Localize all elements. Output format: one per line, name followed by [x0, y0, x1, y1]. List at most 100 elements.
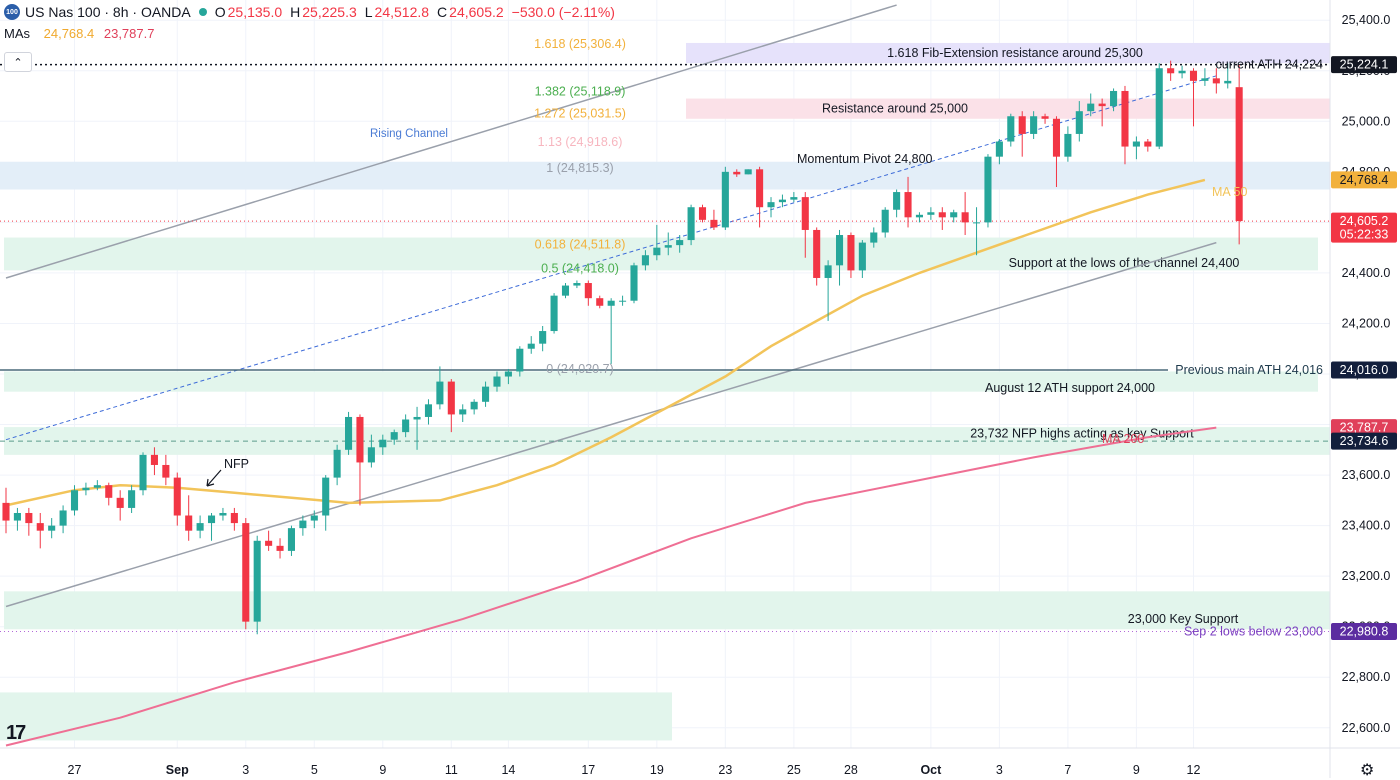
candle-body — [1087, 103, 1095, 112]
zone-4 — [4, 371, 1318, 392]
annotation-ma200: MA 200 — [1102, 432, 1144, 446]
time-tick-label: 25 — [787, 763, 801, 777]
candle-body — [596, 298, 604, 306]
zone-7 — [0, 692, 672, 741]
candle-body — [1064, 133, 1072, 157]
price-tick-label: 25,000.0 — [1342, 114, 1391, 128]
candle-body — [653, 247, 661, 256]
time-tick-label: 23 — [718, 763, 732, 777]
candle-body — [607, 300, 615, 306]
candle-body — [915, 214, 923, 218]
tradingview-logo-icon[interactable]: 17 — [6, 722, 26, 744]
time-tick-label: Sep — [166, 763, 189, 777]
candle-body — [1007, 116, 1015, 142]
zone-label-fib-ext: 1.618 Fib-Extension resistance around 25… — [887, 46, 1143, 60]
collapse-legend-button[interactable]: ⌃ — [4, 52, 32, 72]
candle-body — [676, 240, 684, 246]
candle-body — [641, 255, 649, 266]
candle-body — [1201, 78, 1209, 81]
ma200-line — [5, 426, 1217, 747]
chevron-up-icon: ⌃ — [13, 56, 23, 69]
fib-label-4: 1 (24,815.3) — [546, 161, 613, 175]
fib-label-5: 0.618 (24,511.8) — [535, 238, 626, 252]
candle-body — [185, 515, 193, 531]
zone-3 — [4, 237, 1318, 271]
candle-body — [1155, 68, 1163, 147]
candle-body — [801, 197, 809, 230]
channel-lower-line — [5, 241, 1217, 608]
settings-gear-icon[interactable]: ⚙ — [1360, 762, 1375, 779]
time-tick-label: 7 — [1064, 763, 1071, 777]
time-tick-label: 9 — [1133, 763, 1140, 777]
candle-body — [858, 242, 866, 271]
candle-body — [48, 525, 56, 531]
price-tag-0 — [1331, 56, 1397, 74]
price-tag-4 — [1331, 419, 1397, 437]
time-tick-label: 14 — [501, 763, 515, 777]
price-tick-label: 22,600.0 — [1342, 721, 1391, 735]
candle-body — [25, 512, 33, 524]
annotation-sep2-lows: Sep 2 lows below 23,000 — [1184, 625, 1323, 639]
price-tag-countdown: 05:22:33 — [1340, 228, 1389, 242]
candle-body — [744, 169, 752, 175]
candle-body — [482, 386, 490, 402]
candle-body — [230, 512, 238, 524]
candle-body — [1018, 116, 1026, 134]
symbol-title[interactable]: US Nas 100 · 8h · OANDA — [25, 4, 191, 20]
candle-body — [973, 222, 981, 224]
candle-body — [835, 235, 844, 266]
annotation-previous-ath: Previous main ATH 24,016 — [1175, 363, 1323, 377]
candle-body — [516, 348, 524, 372]
fib-label-3: 1.13 (24,918.6) — [538, 135, 623, 149]
candle-body — [778, 199, 786, 203]
fib-label-1: 1.382 (25,118.9) — [535, 84, 626, 98]
price-tag-label-2: 24,605.2 — [1340, 214, 1389, 228]
candle-body — [721, 171, 729, 228]
time-tick-label: 3 — [996, 763, 1003, 777]
annotation-ma50: MA 50 — [1212, 185, 1247, 199]
candle-body — [961, 212, 969, 223]
candle-body — [390, 432, 398, 440]
price-tick-label: 22,800.0 — [1342, 670, 1391, 684]
candle-body — [287, 528, 295, 551]
candle-body — [196, 523, 204, 531]
open-label: O — [214, 4, 226, 20]
time-tick-label: 28 — [844, 763, 858, 777]
price-tick-label: 24,400.0 — [1342, 266, 1391, 280]
candle-body — [310, 515, 318, 521]
candle-body — [995, 141, 1003, 157]
price-tick-label: 23,200.0 — [1342, 569, 1391, 583]
candle-body — [59, 510, 67, 526]
candle-body — [927, 212, 935, 215]
candle-body — [1098, 103, 1106, 107]
low-value: 24,512.8 — [374, 4, 430, 20]
price-tick-label: 25,400.0 — [1342, 13, 1391, 27]
candle-body — [984, 156, 992, 223]
price-tag-1 — [1331, 171, 1397, 189]
candle-body — [527, 343, 535, 349]
candle-body — [2, 502, 10, 521]
candle-body — [698, 207, 707, 220]
moving-averages-legend[interactable]: MAs 24,768.4 23,787.7 — [4, 26, 154, 41]
price-tag-label-5: 23,734.6 — [1340, 434, 1389, 448]
annotation-momentum-pivot: Momentum Pivot 24,800 — [797, 152, 933, 166]
candle-body — [379, 439, 387, 448]
candle-body — [470, 401, 478, 410]
candle-body — [276, 545, 284, 551]
candle-body — [1075, 111, 1083, 134]
time-tick-label: 11 — [445, 763, 458, 777]
candle-body — [402, 419, 410, 433]
candle-body — [322, 477, 330, 516]
fib-label-7: 0 (24,020.7) — [546, 362, 613, 376]
price-tag-label-4: 23,787.7 — [1340, 421, 1389, 435]
candle-body — [242, 523, 250, 622]
candle-body — [824, 265, 832, 278]
candle-body — [881, 209, 889, 233]
ma200-value: 23,787.7 — [103, 26, 155, 41]
candle-body — [253, 540, 261, 622]
candle-body — [116, 497, 124, 508]
channel-mid-dashed — [5, 75, 1217, 441]
price-tag-5 — [1331, 432, 1397, 450]
